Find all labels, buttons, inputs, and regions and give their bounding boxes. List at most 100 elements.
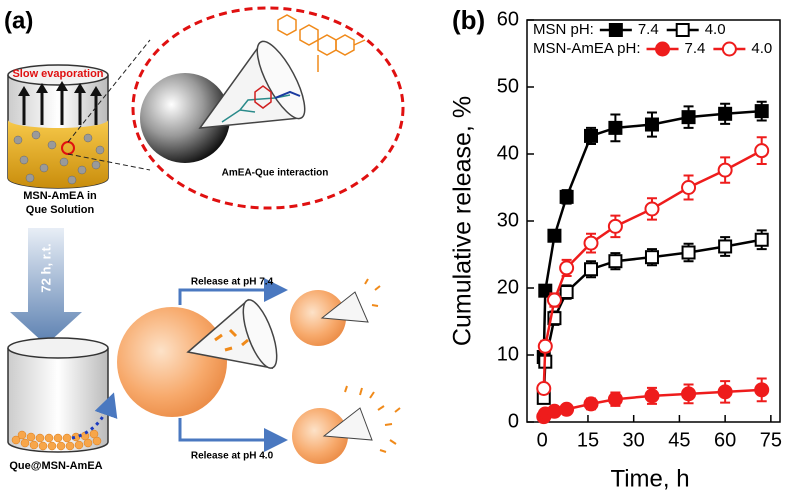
ring: [254, 85, 272, 109]
marker: [644, 201, 660, 217]
marker: [584, 128, 599, 143]
beaker-label: MSN-AmEA in: [23, 190, 97, 202]
marker: [754, 143, 770, 159]
interaction-label: AmEA-Que interaction: [222, 168, 329, 179]
y-tick-label: 60: [497, 8, 519, 30]
arrow-heads: [18, 81, 102, 96]
legend-marker: [721, 41, 737, 57]
marker: [536, 381, 552, 396]
pore-mouth: [242, 299, 278, 369]
x-tick-label: 15: [577, 429, 599, 451]
plot-frame: [526, 19, 781, 423]
amine: [274, 90, 301, 99]
legend-label: 7.4: [685, 40, 706, 57]
legend-marker: [675, 23, 690, 37]
x-tick-label: 30: [623, 429, 645, 451]
release-arrow: [178, 418, 288, 452]
marker: [644, 117, 659, 132]
evaporation-arrows: [22, 90, 98, 125]
legend-marker: [608, 23, 623, 37]
pore-cone: [320, 291, 369, 323]
legend-marker: [655, 41, 671, 57]
series-line: [542, 149, 763, 389]
legend-label: 7.4: [638, 21, 659, 38]
release-arrow: [178, 278, 288, 305]
series-line: [542, 109, 762, 358]
condition-label: 72 h, r.t.: [38, 243, 53, 292]
marker: [754, 382, 770, 398]
marker: [644, 388, 660, 404]
small-sphere: [292, 408, 348, 464]
marker: [754, 104, 769, 119]
solution: [8, 120, 108, 188]
beaker-top: [7, 64, 109, 86]
y-tick-label: 30: [497, 209, 519, 231]
marker: [718, 239, 733, 254]
release-label: Release at pH 4.0: [191, 451, 274, 462]
marker: [546, 403, 562, 419]
y-tick-label: 40: [497, 142, 519, 164]
legend-label: 4.0: [751, 40, 772, 57]
y-axis-label: Cumulative release, %: [449, 96, 477, 346]
pore-cone: [322, 407, 373, 441]
panel-label: (b): [452, 5, 485, 35]
marker: [547, 228, 562, 243]
marker: [717, 384, 733, 400]
legend-group-label: MSN-AmEA pH:: [533, 40, 641, 57]
marker: [559, 189, 574, 204]
silica-sphere: [140, 73, 230, 163]
marker: [583, 235, 599, 251]
beaker-top: [7, 337, 109, 359]
small-sphere: [290, 290, 346, 346]
x-axis-label: Time, h: [610, 465, 689, 492]
marker: [584, 262, 599, 277]
panel-label: (a): [4, 7, 33, 34]
marker: [754, 232, 769, 247]
y-tick-label: 10: [497, 343, 519, 365]
particles: [13, 130, 105, 185]
x-tick-label: 0: [537, 429, 548, 451]
x-tick-label: 45: [668, 429, 690, 451]
marker: [538, 283, 553, 298]
chart: (b) Time, h Cumulative release, % 0 10 20 3…: [449, 5, 782, 492]
release-label: Release at pH 7.4: [191, 277, 274, 288]
marker: [607, 391, 623, 407]
beaker-label: Que Solution: [26, 204, 95, 216]
marker: [681, 245, 696, 260]
x-tick-label: 75: [760, 429, 782, 451]
evaporation-label: Slow evaporation: [12, 68, 103, 80]
y-tick-label: 50: [497, 75, 519, 97]
marker: [583, 396, 599, 412]
marker: [559, 285, 574, 300]
marker: [537, 338, 553, 354]
released-cargo: [344, 278, 401, 453]
marker: [717, 162, 733, 178]
x-tick-label: 60: [714, 429, 736, 451]
marker: [681, 110, 696, 125]
y-tick-label: 0: [508, 410, 519, 432]
marker: [644, 250, 659, 265]
cargo: [214, 328, 249, 352]
process-arrow: [10, 228, 82, 345]
marker: [559, 260, 575, 276]
marker: [608, 254, 623, 269]
marker: [559, 401, 575, 417]
loaded-sphere: [117, 307, 227, 417]
marker: [681, 386, 697, 402]
schematic: (a) Slow evaporation MSN-AmEA in Que Sol…: [4, 6, 405, 472]
marker: [718, 106, 733, 121]
beaker: [7, 348, 109, 453]
zoom-line: [67, 39, 151, 143]
y-tick-label: 20: [497, 276, 519, 298]
pore-mouth: [256, 40, 306, 120]
marker: [546, 292, 562, 308]
zoom-line: [67, 153, 151, 171]
marker: [607, 218, 623, 234]
marker: [608, 120, 623, 135]
legend-group-label: MSN pH:: [533, 21, 594, 38]
legend-label: 4.0: [705, 21, 726, 38]
zoom-ellipse: [131, 6, 405, 210]
marker: [681, 180, 697, 195]
